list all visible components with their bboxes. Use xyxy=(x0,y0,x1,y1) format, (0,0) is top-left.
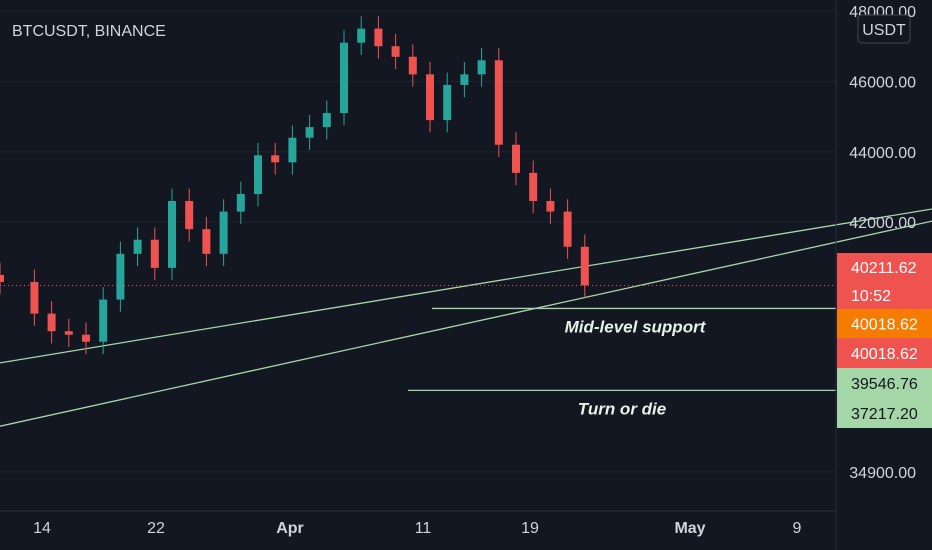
price-tag-label: 39546.76 xyxy=(851,376,918,393)
candle-body xyxy=(236,193,245,212)
candle-body xyxy=(494,60,503,145)
candle-body xyxy=(391,46,400,57)
trendlines[interactable] xyxy=(0,176,932,427)
candle-body xyxy=(150,239,159,268)
candle-body xyxy=(254,155,262,194)
level-annotation: Turn or die xyxy=(578,399,666,418)
time-tick-label: Apr xyxy=(276,520,304,537)
candle-body xyxy=(529,172,538,202)
candle-body xyxy=(271,155,280,163)
candle-body xyxy=(64,331,73,335)
price-tick-label: 44000.00 xyxy=(849,145,916,162)
candle-body xyxy=(357,28,366,43)
time-tick-label: 11 xyxy=(415,520,432,537)
candle-body xyxy=(580,246,589,286)
candle-body xyxy=(99,299,108,342)
candle-body xyxy=(374,28,383,47)
candle-body xyxy=(340,42,348,114)
candle-body xyxy=(546,201,555,212)
price-tag-label: 40211.62 xyxy=(851,260,917,277)
currency-label: USDT xyxy=(862,22,906,39)
time-tick-label: 9 xyxy=(793,520,802,537)
candle-body xyxy=(30,281,39,314)
price-tag xyxy=(837,368,932,398)
candle-body xyxy=(305,127,314,138)
price-series xyxy=(0,16,836,355)
candle-body xyxy=(408,56,417,75)
level-annotation: Mid-level support xyxy=(565,317,707,336)
candle-body xyxy=(47,313,56,332)
candle-body xyxy=(426,74,434,121)
price-tick-label: 42000.00 xyxy=(849,215,916,232)
candle-body xyxy=(443,84,452,121)
candle-body xyxy=(512,144,520,173)
trendline[interactable] xyxy=(0,176,932,427)
trendline[interactable] xyxy=(0,201,932,364)
price-tag-label: 40018.62 xyxy=(851,346,918,363)
horizontal-levels[interactable]: Mid-level support Turn or die xyxy=(408,307,836,418)
candle-body xyxy=(133,239,142,254)
grid xyxy=(0,10,836,473)
price-tag xyxy=(837,309,932,338)
candle-body xyxy=(219,211,228,254)
price-tag-label: 37217.20 xyxy=(851,406,918,423)
candle-body xyxy=(0,274,4,282)
candle-body xyxy=(202,229,211,254)
price-tick-label: 34900.00 xyxy=(849,465,916,482)
price-tag xyxy=(837,398,932,428)
time-tick-label: 22 xyxy=(147,520,165,537)
time-tick-label: 19 xyxy=(521,520,539,537)
candle-body xyxy=(288,137,297,163)
price-tag xyxy=(837,253,932,281)
price-tag-label: 10:52 xyxy=(851,288,891,305)
time-axis[interactable]: 14 22 Apr 11 19 May 9 xyxy=(33,520,801,537)
time-tick-label: 14 xyxy=(33,520,51,537)
candle-body xyxy=(322,113,331,128)
symbol-title: BTCUSDT, BINANCE xyxy=(12,23,166,40)
candle-body xyxy=(460,74,469,85)
currency-badge[interactable]: USDT xyxy=(857,14,911,44)
candle-body xyxy=(82,334,90,342)
candle-body xyxy=(185,201,194,230)
time-tick-label: May xyxy=(674,520,705,537)
price-tag xyxy=(837,281,932,309)
price-tick-label: 46000.00 xyxy=(849,74,916,91)
price-tag-label: 40018.62 xyxy=(851,317,918,334)
candle-body xyxy=(477,60,486,75)
candle-body xyxy=(168,201,176,268)
candle-body xyxy=(563,211,572,247)
price-tags: 40211.62 10:52 40018.62 40018.62 39546.76 372… xyxy=(837,253,932,428)
price-tag xyxy=(837,338,932,368)
candle-body xyxy=(116,253,125,300)
